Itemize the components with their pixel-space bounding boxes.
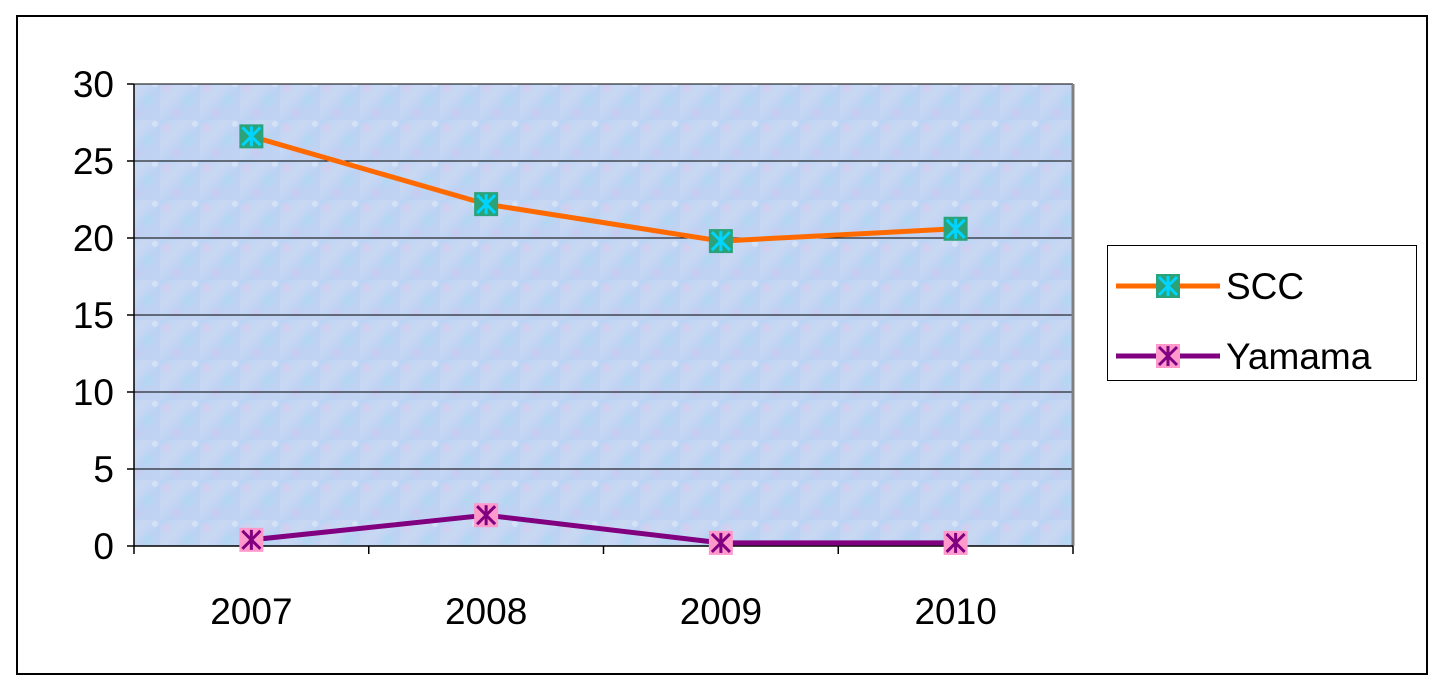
y-tick-label: 25 <box>73 141 114 182</box>
data-point-scc <box>708 229 733 254</box>
legend-marker <box>1156 274 1180 298</box>
y-tick-label: 10 <box>73 372 114 413</box>
legend: SCC Yamama <box>1107 245 1417 381</box>
data-point-yamama <box>474 503 499 528</box>
data-point-yamama <box>708 530 733 555</box>
series-line-yamama <box>251 512 956 546</box>
y-tick-label: 30 <box>73 64 114 105</box>
gridlines <box>134 83 1073 470</box>
y-axis-ticks: 0 5 10 15 20 25 30 <box>73 64 134 567</box>
x-tick-label: 2010 <box>914 591 996 632</box>
series-lines <box>239 124 968 555</box>
y-tick-label: 0 <box>93 526 114 567</box>
legend-graphics: SCC Yamama <box>1116 266 1372 377</box>
legend-item-yamama: Yamama <box>1116 336 1372 377</box>
x-axis-ticks: 2007 2008 2009 2010 <box>133 546 1074 632</box>
legend-label: SCC <box>1226 266 1304 307</box>
x-tick-label: 2009 <box>680 591 762 632</box>
x-tick-label: 2008 <box>445 591 527 632</box>
y-tick-label: 5 <box>93 449 114 490</box>
legend-label: Yamama <box>1226 336 1372 377</box>
legend-marker <box>1156 344 1180 368</box>
series-line-scc <box>250 133 956 244</box>
data-point-scc <box>474 192 499 217</box>
x-tick-label: 2007 <box>210 591 292 632</box>
legend-item-scc: SCC <box>1116 266 1304 307</box>
y-tick-label: 15 <box>73 295 114 336</box>
data-point-yamama <box>239 527 264 552</box>
data-point-scc <box>239 124 264 149</box>
y-tick-label: 20 <box>73 218 114 259</box>
data-point-yamama <box>943 530 968 555</box>
data-point-scc <box>943 216 968 241</box>
